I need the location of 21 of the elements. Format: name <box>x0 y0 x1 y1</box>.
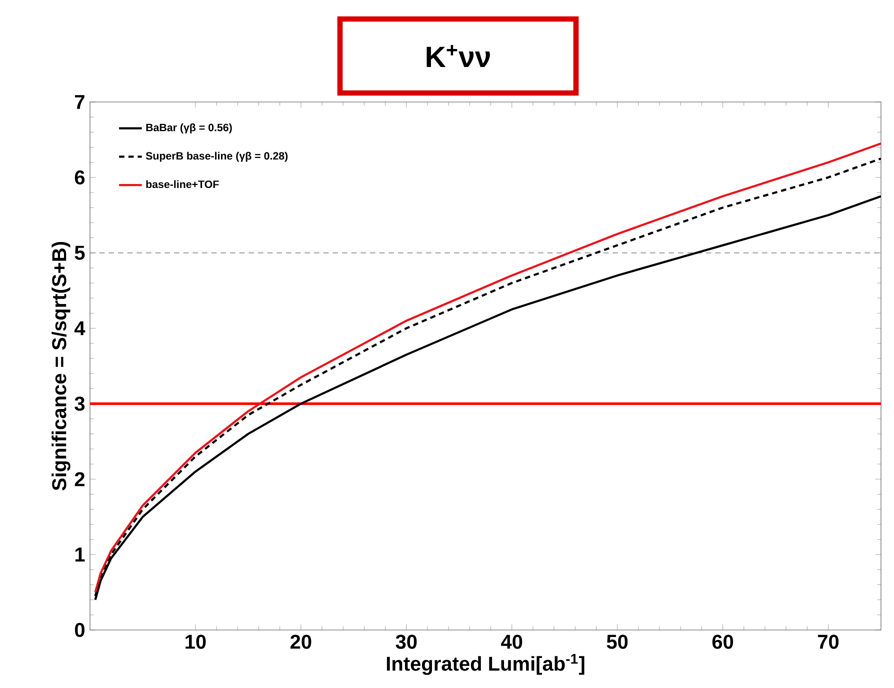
y-axis-title: Significance = S/sqrt(S+B) <box>52 242 70 490</box>
x-axis-title: Integrated Lumi[ab$^{-1}$] <box>386 654 584 675</box>
y-tick-label: 0 <box>74 622 84 638</box>
y-tick-label: 5 <box>74 246 85 260</box>
y-tick-label: 1 <box>75 548 85 562</box>
x-tick-label: 70 <box>818 634 839 649</box>
y-tick-label: 3 <box>74 396 85 411</box>
chart-title: K$^{+}$νν <box>426 44 490 68</box>
x-tick-label: 50 <box>606 634 628 649</box>
y-tick-label: 7 <box>75 95 84 109</box>
x-tick-label: 20 <box>290 634 312 649</box>
x-tick-label: 40 <box>501 634 522 649</box>
y-tick-label: 4 <box>74 321 86 336</box>
x-tick-label: 60 <box>712 634 734 649</box>
x-tick-label: 30 <box>396 634 417 649</box>
y-tick-label: 6 <box>74 170 85 184</box>
x-tick-label: 10 <box>186 634 206 649</box>
y-tick-label: 2 <box>74 472 84 486</box>
legend-label: base-line+TOF <box>146 180 219 188</box>
legend-label: SuperB base-line (γβ = 0.28) <box>146 152 288 162</box>
legend-label: BaBar (γβ = 0.56) <box>146 123 232 134</box>
